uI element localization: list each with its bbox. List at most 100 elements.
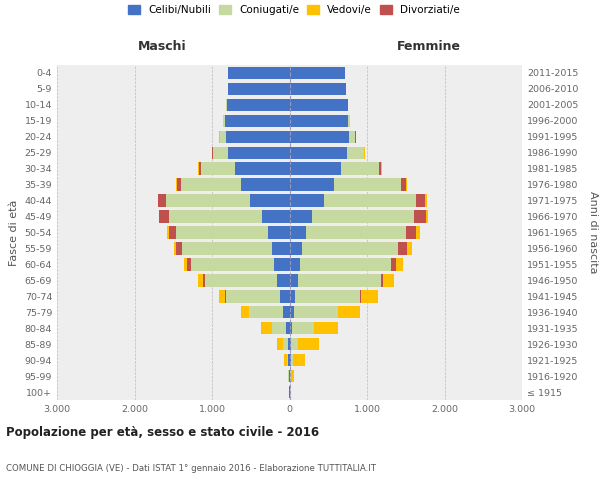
Bar xyxy=(334,178,401,191)
Bar xyxy=(166,194,250,207)
Bar xyxy=(203,274,205,286)
Bar xyxy=(290,370,294,382)
Text: COMUNE DI CHIOGGIA (VE) - Dati ISTAT 1° gennaio 2016 - Elaborazione TUTTITALIA.I: COMUNE DI CHIOGGIA (VE) - Dati ISTAT 1° … xyxy=(6,464,376,473)
Bar xyxy=(349,130,355,143)
Bar xyxy=(341,162,379,175)
Bar xyxy=(199,274,203,286)
Bar xyxy=(290,258,299,270)
Bar xyxy=(338,306,359,318)
Bar xyxy=(261,322,272,334)
Bar xyxy=(160,210,169,223)
Bar xyxy=(380,274,383,286)
Bar xyxy=(414,210,426,223)
Bar xyxy=(292,322,314,334)
Y-axis label: Fasce di età: Fasce di età xyxy=(9,200,19,266)
Bar xyxy=(277,338,283,350)
Bar xyxy=(201,162,235,175)
Legend: Celibi/Nubili, Coniugati/e, Vedovi/e, Divorziati/e: Celibi/Nubili, Coniugati/e, Vedovi/e, Di… xyxy=(128,5,460,15)
Bar xyxy=(184,258,187,270)
Bar xyxy=(277,274,290,286)
Bar xyxy=(426,210,428,223)
Bar xyxy=(290,354,293,366)
Bar xyxy=(227,82,290,95)
Bar xyxy=(227,67,290,79)
Bar xyxy=(379,162,381,175)
Bar xyxy=(241,178,290,191)
Bar xyxy=(205,274,277,286)
Bar xyxy=(290,98,347,111)
Bar xyxy=(306,226,406,238)
Bar xyxy=(312,210,414,223)
Bar xyxy=(347,98,348,111)
Bar xyxy=(235,162,290,175)
Bar xyxy=(347,146,364,159)
Bar xyxy=(407,242,412,254)
Bar xyxy=(287,338,290,350)
Bar xyxy=(199,162,201,175)
Bar xyxy=(272,322,286,334)
Bar xyxy=(213,146,228,159)
Bar xyxy=(416,226,420,238)
Bar xyxy=(397,258,403,270)
Bar xyxy=(284,354,287,366)
Bar xyxy=(182,242,272,254)
Bar xyxy=(302,242,398,254)
Bar xyxy=(289,354,290,366)
Bar xyxy=(361,290,378,302)
Bar xyxy=(225,114,290,127)
Bar xyxy=(169,226,176,238)
Bar xyxy=(226,290,280,302)
Bar xyxy=(173,242,176,254)
Bar xyxy=(225,290,226,302)
Bar xyxy=(290,194,325,207)
Bar xyxy=(298,338,319,350)
Bar xyxy=(228,146,290,159)
Bar xyxy=(290,290,295,302)
Bar xyxy=(268,226,290,238)
Bar xyxy=(290,274,298,286)
Bar xyxy=(226,130,290,143)
Bar xyxy=(290,322,292,334)
Bar xyxy=(286,322,290,334)
Bar xyxy=(290,210,312,223)
Bar xyxy=(383,274,394,286)
Bar xyxy=(250,194,290,207)
Bar xyxy=(181,178,241,191)
Bar xyxy=(212,146,213,159)
Text: Femmine: Femmine xyxy=(397,40,461,54)
Bar xyxy=(290,82,346,95)
Bar xyxy=(262,210,290,223)
Bar xyxy=(299,258,391,270)
Bar xyxy=(220,130,226,143)
Bar xyxy=(290,338,291,350)
Bar xyxy=(274,258,290,270)
Text: Popolazione per età, sesso e stato civile - 2016: Popolazione per età, sesso e stato civil… xyxy=(6,426,319,439)
Bar xyxy=(289,370,290,382)
Bar xyxy=(290,242,302,254)
Bar xyxy=(176,242,182,254)
Bar xyxy=(280,290,290,302)
Text: Maschi: Maschi xyxy=(137,40,187,54)
Bar xyxy=(298,274,380,286)
Bar xyxy=(283,338,287,350)
Bar xyxy=(169,210,262,223)
Bar xyxy=(167,226,169,238)
Bar xyxy=(227,98,290,111)
Bar xyxy=(191,258,274,270)
Bar xyxy=(290,130,349,143)
Bar xyxy=(349,114,350,127)
Bar xyxy=(177,178,181,191)
Bar xyxy=(223,114,225,127)
Bar xyxy=(272,242,290,254)
Bar xyxy=(220,290,225,302)
Bar xyxy=(425,194,427,207)
Bar xyxy=(290,67,346,79)
Bar xyxy=(391,258,397,270)
Bar xyxy=(290,178,334,191)
Bar xyxy=(314,322,338,334)
Bar xyxy=(325,194,416,207)
Bar xyxy=(290,226,306,238)
Bar xyxy=(401,178,406,191)
Bar xyxy=(290,146,347,159)
Bar xyxy=(283,306,290,318)
